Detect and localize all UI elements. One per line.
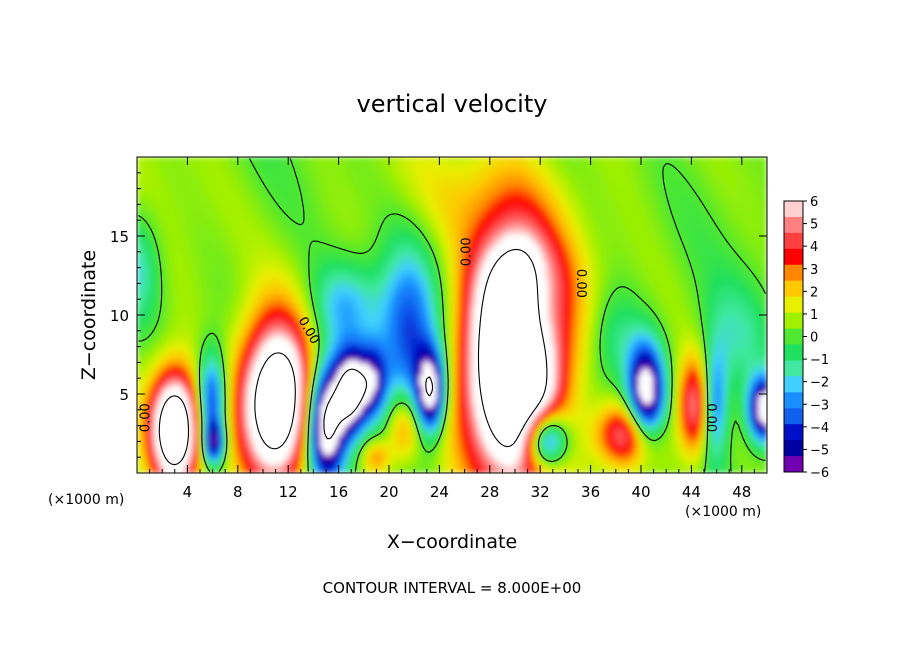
contour-label: 0.00 (703, 403, 718, 432)
colorbar-tick-label: 1 (810, 308, 818, 323)
colorbar-swatch (784, 344, 803, 361)
contour-label: 0.00 (138, 403, 153, 432)
colorbar-tick-label: 3 (810, 263, 818, 278)
colorbar-swatch (784, 440, 803, 457)
colorbar-swatch (784, 216, 803, 234)
contour-label: 0.00 (460, 237, 475, 266)
contour-interval-note: CONTOUR INTERVAL = 8.000E+00 (323, 579, 582, 597)
velocity-field (137, 157, 767, 473)
colorbar-swatch (784, 264, 803, 282)
colorbar-tick-label: −3 (810, 398, 829, 413)
colorbar-tick-label: 6 (810, 195, 818, 210)
x-tick-label: 16 (329, 483, 348, 501)
colorbar-swatch (784, 392, 803, 409)
x-axis-ticks: 4 8 12 16 20 24 28 32 36 40 44 48 (149, 157, 755, 501)
colorbar-tick-label: −6 (810, 466, 829, 481)
x-unit-left: (×1000 m) (48, 492, 124, 508)
colorbar-swatch (784, 376, 803, 393)
plot-area: 0.000.000.000.000.00 (137, 157, 767, 473)
x-tick-label: 44 (682, 483, 701, 501)
colorbar-tick-label: 2 (810, 285, 818, 300)
x-tick-label: 32 (531, 483, 550, 501)
colorbar-swatch (784, 328, 803, 345)
contour-lines (138, 158, 767, 472)
x-tick-label: 8 (233, 483, 243, 501)
x-tick-label: 12 (279, 483, 298, 501)
colorbar-tick-label: 0 (810, 331, 818, 346)
colorbar-swatch (784, 360, 803, 377)
y-axis-label: Z−coordinate (78, 250, 100, 380)
x-tick-label: 40 (631, 483, 650, 501)
colorbar: 6 5 4 3 2 1 0 −1 −2 −3 −4 −5 −6 (783, 195, 829, 481)
colorbar-swatch (784, 280, 803, 298)
y-tick-label: 5 (119, 386, 129, 404)
contour-label: 0.00 (573, 269, 588, 298)
colorbar-swatch (784, 408, 803, 425)
y-tick-label: 15 (110, 228, 129, 246)
x-tick-label: 4 (183, 483, 193, 501)
colorbar-swatch (784, 232, 803, 250)
x-tick-label: 24 (430, 483, 449, 501)
colorbar-tick-label: −5 (810, 443, 829, 458)
x-tick-label: 28 (480, 483, 499, 501)
contour-positive (158, 248, 548, 466)
y-axis-ticks: 5 10 15 (110, 172, 767, 458)
colorbar-swatch (784, 201, 803, 218)
x-axis-label: X−coordinate (387, 531, 517, 553)
contour-zero (138, 158, 767, 472)
colorbar-swatch (784, 424, 803, 441)
colorbar-tick-label: −4 (810, 421, 829, 436)
contour-negative (323, 368, 434, 440)
colorbar-swatch (784, 312, 803, 330)
colorbar-tick-label: 5 (810, 218, 818, 233)
x-tick-label: 36 (581, 483, 600, 501)
chart-title: vertical velocity (357, 90, 548, 118)
y-tick-label: 10 (110, 307, 129, 325)
colorbar-swatch (784, 296, 803, 314)
colorbar-swatch (784, 248, 803, 266)
colorbar-tick-label: −1 (810, 353, 829, 368)
x-tick-label: 48 (732, 483, 751, 501)
colorbar-swatch (784, 456, 803, 473)
colorbar-tick-label: −2 (810, 376, 829, 391)
x-unit-right: (×1000 m) (685, 504, 761, 520)
x-tick-label: 20 (379, 483, 398, 501)
colorbar-tick-label: 4 (810, 240, 818, 255)
